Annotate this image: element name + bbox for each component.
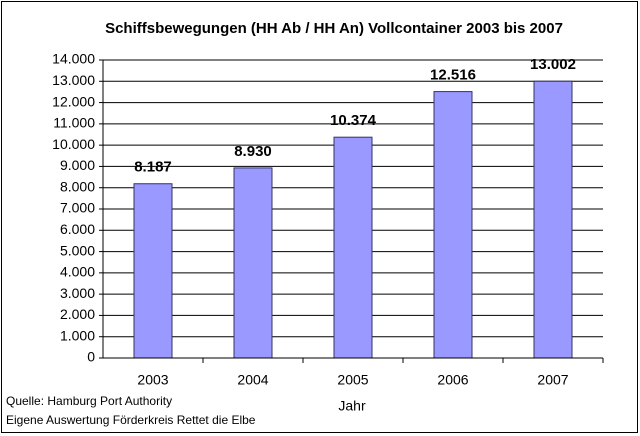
y-tick-label: 12.000 — [52, 93, 95, 109]
y-tick-label: 11.000 — [53, 115, 95, 131]
bar — [133, 183, 173, 359]
value-label: 12.516 — [430, 67, 476, 84]
value-label: 13.002 — [530, 56, 576, 73]
source-note: Eigene Auswertung Förderkreis Rettet die… — [6, 413, 256, 427]
x-tick-label: 2006 — [437, 372, 468, 388]
value-label: 8.187 — [134, 159, 172, 176]
x-tick-label: 2003 — [137, 372, 168, 388]
value-label: 10.374 — [330, 112, 377, 129]
y-tick-label: 3.000 — [60, 285, 95, 301]
y-tick-label: 14.000 — [52, 51, 95, 67]
y-tick-label: 5.000 — [60, 242, 95, 258]
y-tick-label: 9.000 — [60, 157, 95, 173]
y-tick-label: 13.000 — [52, 72, 95, 88]
chart-title: Schiffsbewegungen (HH Ab / HH An) Vollco… — [105, 20, 563, 37]
y-tick-label: 4.000 — [60, 264, 95, 280]
bar — [433, 91, 473, 359]
x-axis-label: Jahr — [338, 398, 366, 414]
x-tick-label: 2004 — [237, 372, 268, 388]
x-tick-label: 2005 — [337, 372, 368, 388]
bar — [333, 136, 373, 359]
y-tick-label: 8.000 — [60, 178, 95, 194]
y-tick-label: 6.000 — [60, 221, 95, 237]
value-label: 8.930 — [234, 143, 272, 160]
y-tick-label: 7.000 — [60, 200, 95, 216]
y-tick-label: 0 — [87, 349, 95, 365]
bar — [533, 80, 573, 359]
y-tick-label: 10.000 — [52, 136, 95, 152]
bar — [233, 167, 273, 359]
x-tick-label: 2007 — [537, 372, 568, 388]
y-tick-label: 1.000 — [60, 327, 95, 343]
source-note: Quelle: Hamburg Port Authority — [6, 394, 172, 408]
y-tick-label: 2.000 — [60, 306, 95, 322]
